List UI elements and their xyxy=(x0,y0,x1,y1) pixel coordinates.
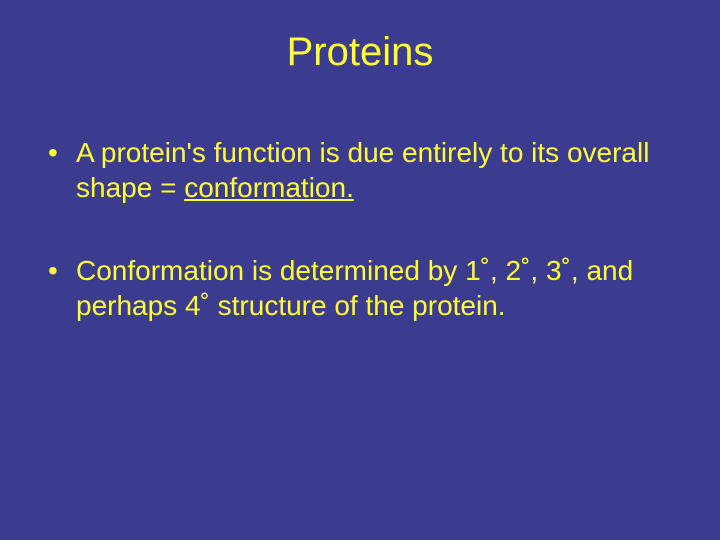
bullet-item: A protein's function is due entirely to … xyxy=(48,135,680,205)
slide-title: Proteins xyxy=(40,30,680,75)
bullet-text: Conformation is determined by 1˚, 2˚, 3˚… xyxy=(76,255,633,321)
bullet-text-pre: A protein's function is due entirely to … xyxy=(76,137,649,203)
bullet-list: A protein's function is due entirely to … xyxy=(40,135,680,323)
bullet-item: Conformation is determined by 1˚, 2˚, 3˚… xyxy=(48,253,680,323)
bullet-text-underlined: conformation. xyxy=(184,172,354,203)
